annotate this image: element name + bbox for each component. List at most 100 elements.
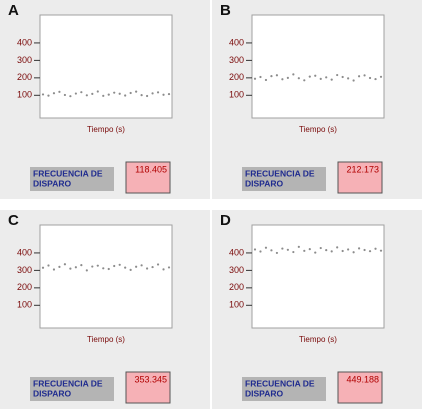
data-point	[314, 74, 317, 77]
indicator-label-box	[30, 377, 114, 401]
y-tick-label: 100	[17, 300, 32, 310]
data-point	[292, 73, 295, 76]
panel-letter: A	[8, 2, 19, 19]
data-point	[80, 264, 83, 267]
indicator-label-box	[30, 167, 114, 191]
data-point	[319, 246, 322, 250]
data-point	[286, 76, 289, 79]
data-point	[96, 90, 99, 93]
data-point	[270, 75, 273, 78]
data-point	[91, 265, 94, 268]
y-tick-label: 300	[229, 265, 244, 275]
data-point	[253, 77, 257, 80]
data-point	[325, 76, 328, 79]
plot-area	[39, 14, 173, 119]
data-point	[102, 267, 105, 270]
data-point	[336, 73, 339, 77]
data-point	[347, 248, 350, 251]
data-point	[91, 92, 94, 96]
data-point	[341, 75, 344, 79]
data-point	[74, 266, 77, 269]
data-point	[281, 78, 284, 81]
data-point	[41, 93, 45, 96]
data-point	[264, 246, 268, 249]
y-tick-label: 200	[229, 282, 244, 292]
data-point	[124, 266, 127, 269]
indicator-value: 449.188	[346, 374, 379, 384]
indicator-value: 353.345	[134, 374, 167, 384]
data-point	[357, 247, 361, 250]
panel: B 100 200 300 400 Tiempo (s) FRECUENCIA DEDISP…	[212, 0, 422, 199]
data-point	[129, 91, 132, 95]
indicator-label: DISPARO	[245, 178, 283, 188]
indicator-value-box	[125, 371, 171, 404]
data-point	[118, 263, 121, 266]
data-point	[374, 77, 377, 81]
y-tick-label: 300	[17, 55, 32, 65]
data-point	[308, 247, 311, 251]
y-tick-label: 400	[17, 247, 32, 257]
data-point	[151, 92, 154, 95]
data-point	[58, 265, 61, 268]
y-tick-label: 400	[229, 247, 244, 257]
data-point	[74, 92, 77, 95]
x-axis-label: Tiempo (s)	[299, 125, 337, 134]
data-point	[113, 264, 116, 268]
data-point	[124, 94, 127, 97]
y-tick-label: 400	[17, 37, 32, 47]
data-point	[270, 249, 273, 252]
data-point	[107, 267, 110, 271]
indicator-label: FRECUENCIA DE	[33, 168, 103, 178]
data-point	[368, 76, 372, 80]
y-tick-label: 200	[17, 72, 32, 82]
plot-area	[39, 224, 173, 329]
indicator-label: FRECUENCIA DE	[245, 168, 315, 178]
indicator-label: DISPARO	[33, 178, 71, 188]
data-point	[379, 75, 383, 78]
data-point	[129, 268, 132, 271]
data-point	[286, 248, 289, 251]
indicator-label: DISPARO	[33, 388, 71, 398]
data-point	[41, 266, 45, 269]
data-point	[151, 265, 154, 269]
data-point	[162, 268, 165, 271]
indicator-label: FRECUENCIA DE	[245, 378, 315, 388]
data-point	[85, 269, 88, 272]
data-point	[118, 92, 121, 95]
panel-letter: D	[220, 212, 231, 229]
data-point	[352, 251, 355, 254]
data-point	[145, 267, 149, 270]
plot-area	[251, 224, 385, 329]
data-point	[107, 93, 110, 96]
y-tick-label: 300	[17, 265, 32, 275]
indicator-value: 212.173	[346, 164, 379, 174]
data-point	[52, 92, 56, 95]
data-point	[102, 94, 105, 97]
data-point	[140, 264, 143, 267]
data-point	[96, 264, 99, 267]
x-axis-label: Tiempo (s)	[87, 125, 125, 134]
data-point	[330, 250, 333, 253]
x-axis-label: Tiempo (s)	[299, 335, 337, 344]
data-point	[314, 251, 317, 254]
indicator-label: DISPARO	[245, 388, 283, 398]
indicator-label-box	[242, 377, 326, 401]
data-point	[347, 77, 350, 80]
data-point	[52, 268, 56, 271]
data-point	[363, 74, 366, 77]
data-point	[330, 78, 333, 81]
data-point	[259, 75, 262, 79]
data-point	[162, 93, 165, 96]
data-point	[80, 91, 83, 94]
data-point	[363, 248, 366, 252]
y-tick-label: 200	[229, 72, 244, 82]
data-point	[47, 94, 50, 97]
data-point	[69, 95, 72, 98]
data-point	[58, 90, 61, 93]
data-point	[85, 94, 88, 97]
panel-letter: B	[220, 2, 231, 19]
data-point	[264, 78, 268, 82]
data-point	[357, 75, 361, 78]
data-point	[319, 77, 322, 80]
